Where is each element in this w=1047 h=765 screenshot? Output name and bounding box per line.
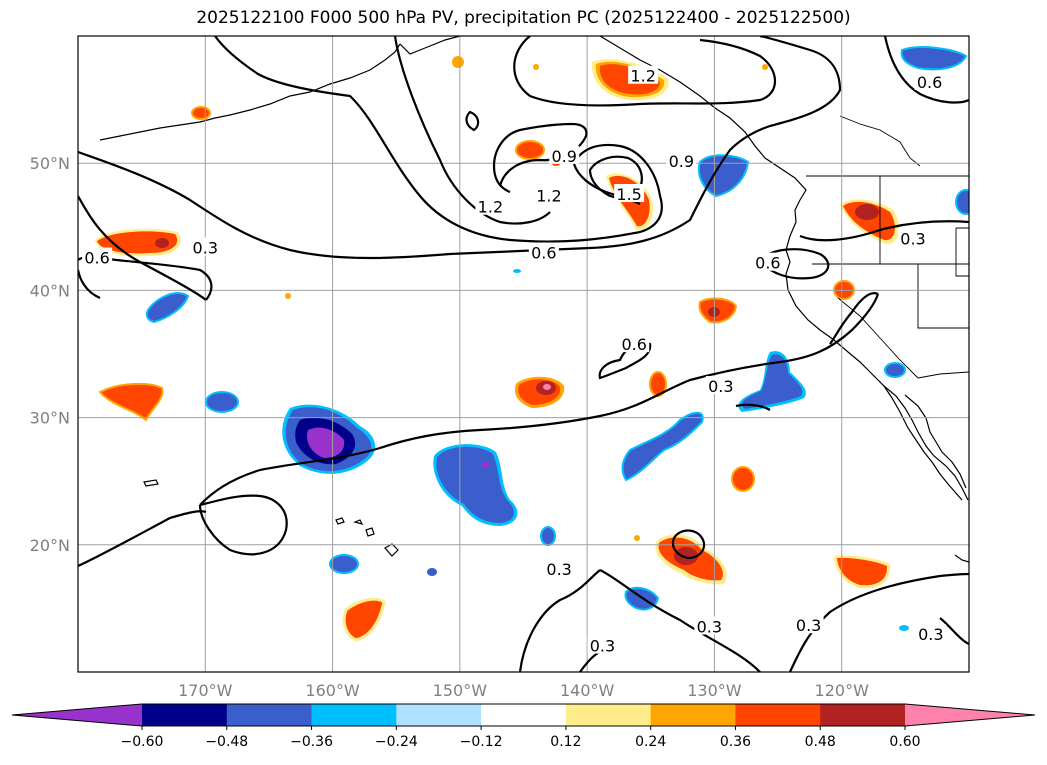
colorbar-segment	[735, 704, 821, 726]
colorbar-segment	[565, 704, 652, 726]
contour-label: 0.9	[552, 147, 577, 166]
colorbar-segment	[481, 704, 567, 726]
contour-label: 0.3	[918, 625, 943, 644]
colorbar-tick-label: 0.24	[635, 734, 666, 750]
contour-label-background	[694, 616, 725, 635]
longitude-label: 130°W	[687, 681, 742, 700]
colorbar-segment	[396, 704, 482, 726]
contour-label-background	[915, 624, 946, 643]
contour-label: 1.5	[616, 185, 641, 204]
coastlines	[99, 36, 969, 563]
contour-label-background	[897, 228, 928, 247]
contour-label: 0.9	[669, 152, 694, 171]
contour-label-background	[528, 242, 559, 261]
colorbar-segment	[820, 704, 906, 726]
contour-label: 0.6	[622, 335, 647, 354]
latitude-label: 30°N	[30, 409, 70, 428]
colorbar-tick-label: 0.60	[889, 734, 920, 750]
contour-labels: 0.3 0.6 0.6 1.2 1.2 0.9 1.5 0.9 1.2 0.6 0.3 0.6 0.6 0…	[82, 65, 946, 656]
contour-label: 0.3	[708, 377, 733, 396]
contour-label: 0.3	[193, 238, 218, 257]
contour-label-background	[587, 635, 618, 654]
colorbar-tick-label: 0.36	[720, 734, 751, 750]
contour-label-background	[619, 334, 650, 353]
contour-label-background	[752, 252, 783, 271]
colorbar-tick-label: −0.36	[290, 734, 333, 750]
contour-label: 1.2	[630, 67, 655, 86]
contour-label: 0.3	[697, 617, 722, 636]
latitude-labels: 50°N 40°N 30°N 20°N	[30, 154, 70, 555]
contour-label: 0.3	[546, 560, 571, 579]
map-body: 0.3 0.6 0.6 1.2 1.2 0.9 1.5 0.9 1.2 0.6 0.3 0.6 0.6 0…	[78, 36, 969, 672]
colorbar-extension-low	[12, 704, 142, 726]
contour-label: 0.6	[755, 254, 780, 273]
contour-label-background	[82, 247, 113, 266]
colorbar-extension-high	[905, 704, 1035, 726]
contour-label-background	[549, 145, 580, 164]
graticule	[78, 36, 969, 672]
colorbar-segment	[311, 704, 397, 726]
colorbar-segment	[142, 704, 228, 726]
map-title: 2025122100 F000 500 hPa PV, precipitatio…	[196, 8, 851, 28]
contour-label-background	[190, 237, 221, 256]
contour-label: 0.3	[796, 616, 821, 635]
contour-label-background	[614, 184, 645, 202]
precip-negative-shading	[145, 46, 969, 631]
longitude-label: 170°W	[178, 681, 233, 700]
colorbar-tick-label: −0.48	[205, 734, 248, 750]
contour-label: 0.6	[917, 73, 942, 92]
longitude-label: 120°W	[815, 681, 870, 700]
contour-label-background	[666, 150, 697, 169]
contour-label: 1.2	[536, 186, 561, 205]
colorbar-segment	[650, 704, 736, 726]
longitude-label: 160°W	[305, 681, 360, 700]
colorbar-tick-label: −0.60	[121, 734, 164, 750]
contour-label-background	[544, 559, 575, 578]
latitude-label: 40°N	[30, 281, 70, 300]
colorbar: −0.60 −0.48 −0.36 −0.24 −0.12 0.12 0.24 0.36 0.4…	[11, 703, 1036, 750]
contour-label-background	[475, 196, 506, 215]
longitude-labels: 170°W 160°W 150°W 140°W 130°W 120°W	[178, 681, 869, 700]
map-frame	[77, 35, 970, 673]
contour-label-background	[793, 615, 824, 634]
contour-label-background	[914, 72, 945, 91]
latitude-label: 20°N	[30, 536, 70, 555]
contour-label: 0.6	[84, 249, 109, 268]
longitude-label: 140°W	[560, 681, 615, 700]
colorbar-tick-label: −0.24	[375, 734, 418, 750]
colorbar-tick-label: 0.12	[550, 734, 581, 750]
contour-label-background	[628, 65, 659, 84]
contour-label-background	[705, 376, 736, 395]
latitude-label: 50°N	[30, 154, 70, 173]
longitude-label: 150°W	[433, 681, 488, 700]
contour-label: 0.3	[900, 230, 925, 249]
contour-label: 0.3	[590, 637, 615, 656]
contour-label: 0.6	[531, 244, 556, 263]
contour-label-background	[533, 185, 564, 204]
colorbar-tick-label: −0.12	[460, 734, 503, 750]
colorbar-segment	[226, 704, 313, 726]
contour-label: 1.2	[478, 198, 503, 217]
colorbar-tick-label: 0.48	[805, 734, 836, 750]
